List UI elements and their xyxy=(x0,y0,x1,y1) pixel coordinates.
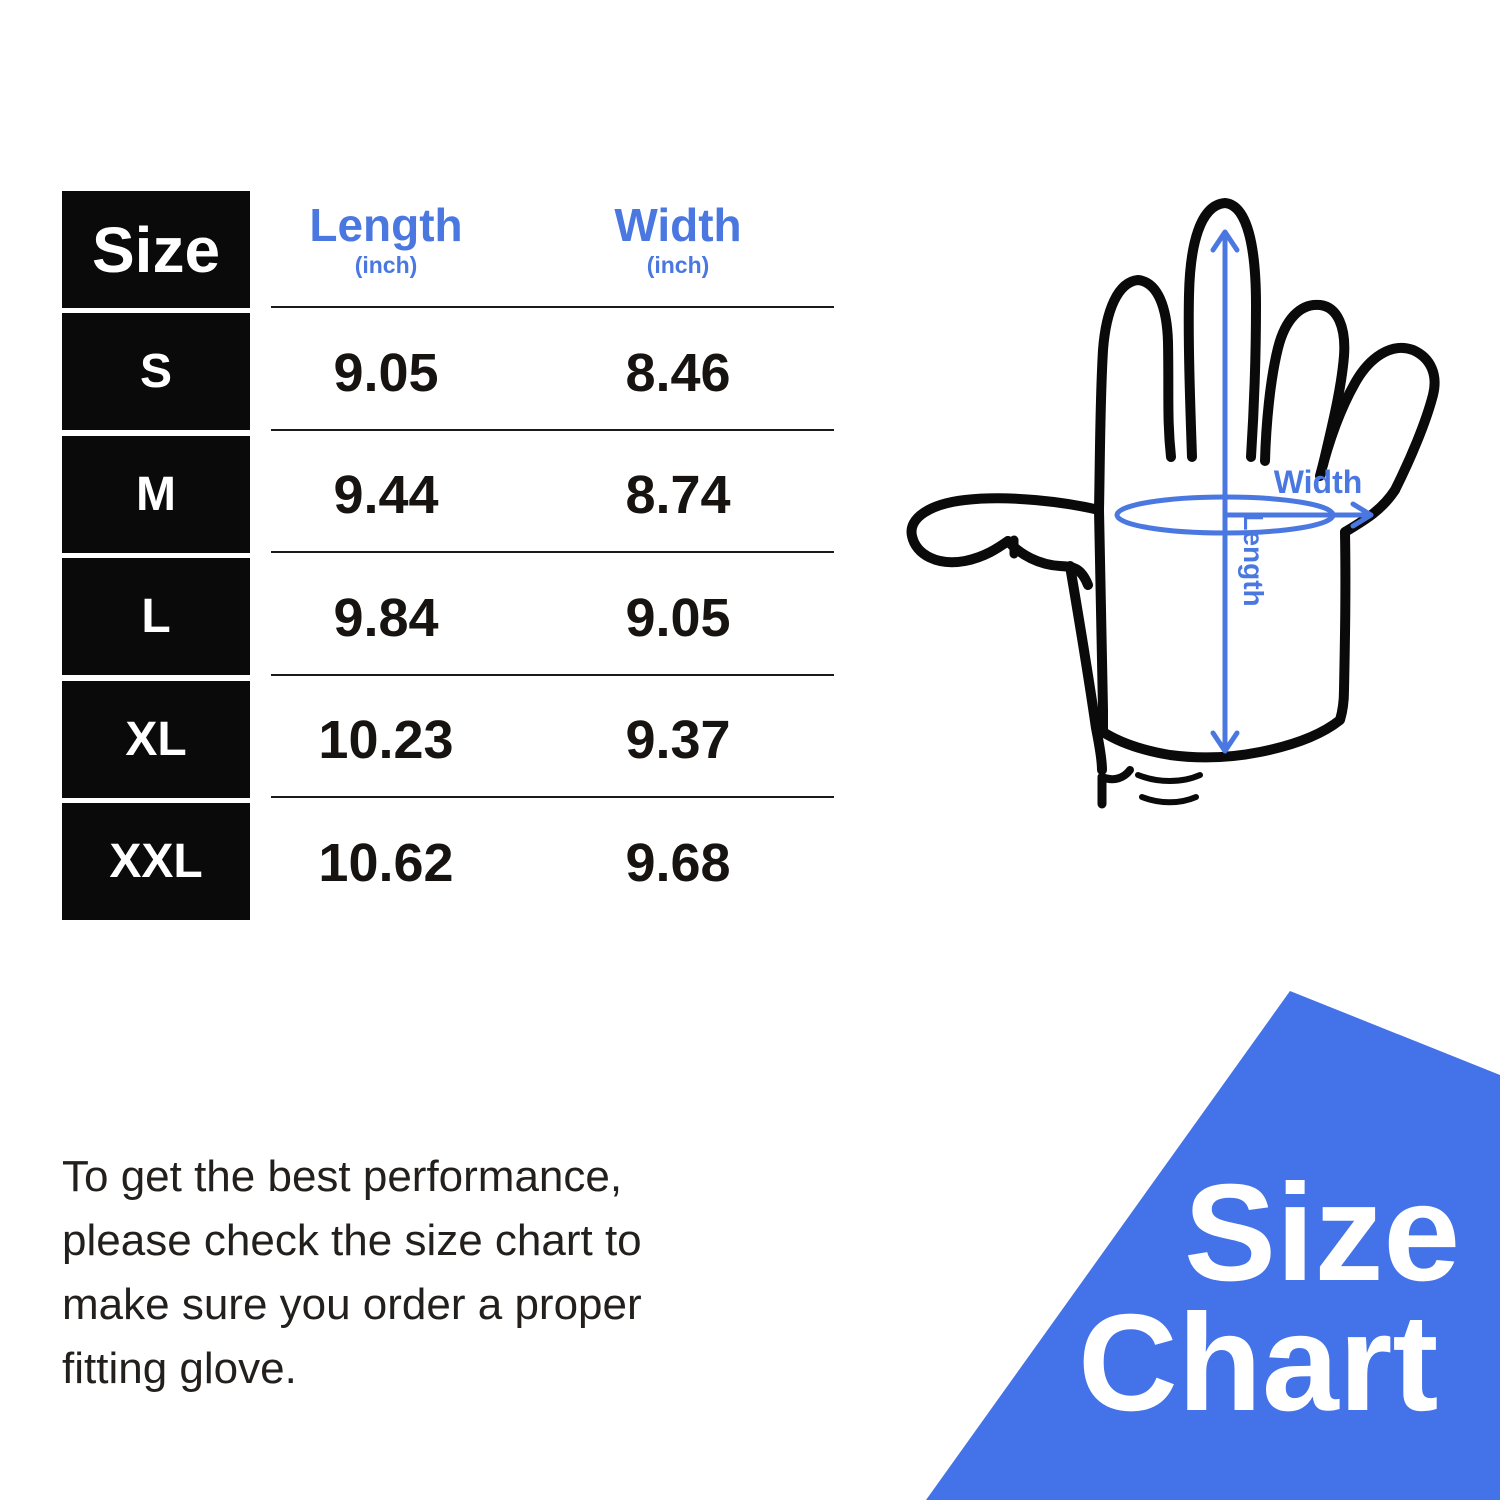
svg-text:Chart: Chart xyxy=(1078,1286,1438,1440)
svg-text:Length: Length xyxy=(1238,513,1269,606)
svg-text:Width: Width xyxy=(1274,464,1363,500)
